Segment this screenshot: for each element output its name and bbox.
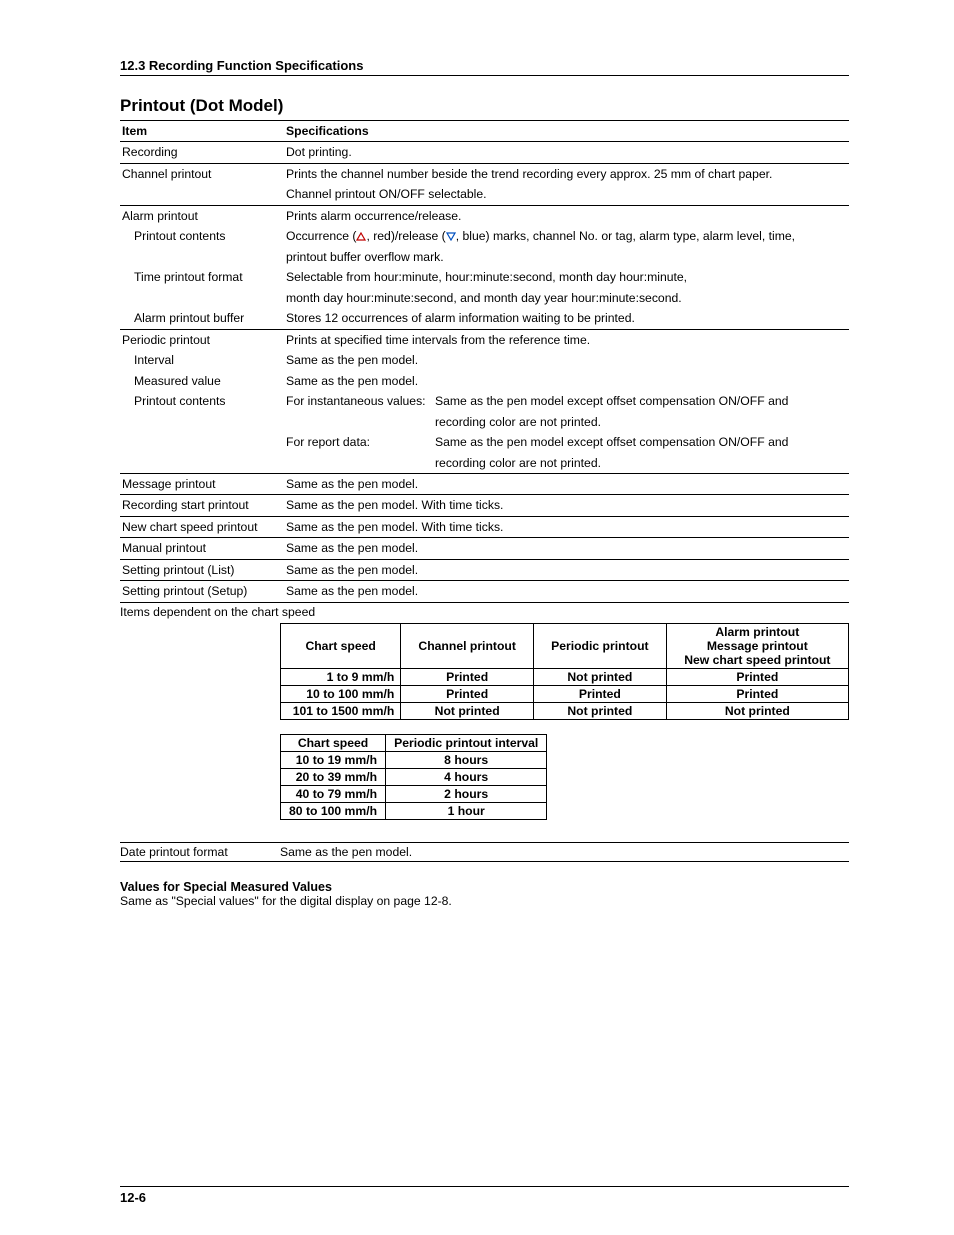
cell: 20 to 39 mm/h (281, 768, 386, 785)
row-label: Recording start printout (120, 495, 284, 516)
text: Occurrence ( (286, 229, 356, 243)
row-value: recording color are not printed. (433, 453, 849, 474)
cell: 80 to 100 mm/h (281, 802, 386, 819)
cell: 10 to 19 mm/h (281, 751, 386, 768)
dependency-note: Items dependent on the chart speed (120, 605, 849, 619)
row-label: Alarm printout buffer (120, 308, 284, 329)
text: , red)/release ( (366, 229, 445, 243)
text: Message printout (707, 639, 808, 653)
cell: Printed (666, 668, 848, 685)
row-value: Prints the channel number beside the tre… (284, 163, 849, 184)
table-row: 10 to 100 mm/h Printed Printed Printed (281, 685, 849, 702)
cell: Printed (534, 685, 667, 702)
row-value: Same as the pen model. (284, 473, 849, 494)
col-header-spec: Specifications (284, 121, 849, 142)
cell: Printed (401, 685, 534, 702)
table-row: 40 to 79 mm/h 2 hours (281, 785, 547, 802)
row-value: Prints alarm occurrence/release. (284, 205, 849, 226)
cell: 1 to 9 mm/h (281, 668, 401, 685)
row-value: Selectable from hour:minute, hour:minute… (284, 267, 849, 287)
page: 12.3 Recording Function Specifications P… (0, 0, 954, 1235)
cell: Not printed (401, 702, 534, 719)
row-label: New chart speed printout (120, 516, 284, 537)
row-value: printout buffer overflow mark. (284, 247, 849, 267)
row-value: Channel printout ON/OFF selectable. (284, 184, 849, 205)
row-value: Occurrence ( , red)/release ( , blue) mark… (284, 226, 849, 246)
text: , blue) marks, channel No. or tag, alarm… (456, 229, 795, 243)
page-number: 12-6 (120, 1186, 849, 1205)
row-label: Setting printout (List) (120, 559, 284, 580)
cell: 40 to 79 mm/h (281, 785, 386, 802)
cell: Printed (401, 668, 534, 685)
cell: Not printed (666, 702, 848, 719)
cell: Printed (666, 685, 848, 702)
row-value: Same as the pen model. (284, 538, 849, 559)
col-header: Channel printout (401, 623, 534, 668)
row-label: Message printout (120, 473, 284, 494)
row-sublabel: For instantaneous values: (284, 391, 433, 411)
row-value: Prints at specified time intervals from … (284, 329, 849, 350)
row-label: Time printout format (120, 267, 284, 287)
row-label: Recording (120, 142, 284, 163)
cell: 8 hours (386, 751, 547, 768)
col-header: Alarm printout Message printout New char… (666, 623, 848, 668)
text: Alarm printout (715, 625, 799, 639)
col-header: Chart speed (281, 734, 386, 751)
col-header: Periodic printout interval (386, 734, 547, 751)
row-value: month day hour:minute:second, and month … (284, 288, 849, 308)
interval-table: Chart speed Periodic printout interval 1… (280, 734, 547, 820)
row-label: Channel printout (120, 163, 284, 184)
triangle-down-icon (446, 232, 456, 241)
row-value: Same as the pen model. (284, 371, 849, 391)
spec-table: Item Specifications Recording Dot printi… (120, 121, 849, 603)
row-label: Date printout format (120, 845, 280, 859)
row-value: recording color are not printed. (433, 412, 849, 432)
triangle-up-icon (356, 232, 366, 241)
page-title: Printout (Dot Model) (120, 96, 849, 121)
table-row: 80 to 100 mm/h 1 hour (281, 802, 547, 819)
section-header: 12.3 Recording Function Specifications (120, 58, 849, 76)
row-value: Same as the pen model. (280, 845, 412, 859)
cell: Not printed (534, 702, 667, 719)
table-row: 10 to 19 mm/h 8 hours (281, 751, 547, 768)
cell: 1 hour (386, 802, 547, 819)
row-value: Stores 12 occurrences of alarm informati… (284, 308, 849, 329)
col-header: Periodic printout (534, 623, 667, 668)
row-label: Measured value (120, 371, 284, 391)
row-value: Dot printing. (284, 142, 849, 163)
row-value: Same as the pen model except offset comp… (433, 391, 849, 411)
table-row: 101 to 1500 mm/h Not printed Not printed… (281, 702, 849, 719)
row-label: Manual printout (120, 538, 284, 559)
table-row: 1 to 9 mm/h Printed Not printed Printed (281, 668, 849, 685)
cell: Not printed (534, 668, 667, 685)
row-value: Same as the pen model. (284, 350, 849, 370)
cell: 2 hours (386, 785, 547, 802)
subsection-title: Values for Special Measured Values (120, 880, 849, 894)
row-value: Same as the pen model. (284, 581, 849, 602)
cell: 10 to 100 mm/h (281, 685, 401, 702)
row-sublabel: For report data: (284, 432, 433, 452)
row-label: Alarm printout (120, 205, 284, 226)
row-label: Setting printout (Setup) (120, 581, 284, 602)
row-label: Printout contents (120, 391, 284, 411)
row-value: Same as the pen model. With time ticks. (284, 495, 849, 516)
row-label: Printout contents (120, 226, 284, 246)
row-value: Same as the pen model except offset comp… (433, 432, 849, 452)
row-label: Periodic printout (120, 329, 284, 350)
text: New chart speed printout (684, 653, 830, 667)
row-value: Same as the pen model. (284, 559, 849, 580)
cell: 4 hours (386, 768, 547, 785)
row-value: Same as the pen model. With time ticks. (284, 516, 849, 537)
cell: 101 to 1500 mm/h (281, 702, 401, 719)
date-printout-row: Date printout format Same as the pen mod… (120, 842, 849, 862)
row-label: Interval (120, 350, 284, 370)
col-header: Chart speed (281, 623, 401, 668)
table-row: 20 to 39 mm/h 4 hours (281, 768, 547, 785)
chart-speed-table: Chart speed Channel printout Periodic pr… (280, 623, 849, 720)
col-header-item: Item (120, 121, 284, 142)
subsection-text: Same as "Special values" for the digital… (120, 894, 849, 908)
